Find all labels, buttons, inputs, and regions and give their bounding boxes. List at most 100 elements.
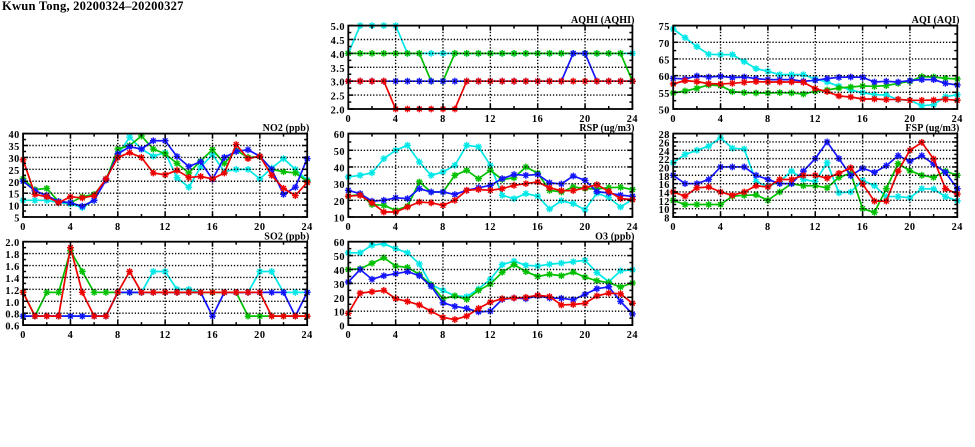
- svg-text:3.5: 3.5: [331, 64, 346, 75]
- svg-text:10: 10: [8, 202, 19, 213]
- svg-text:4: 4: [718, 222, 724, 233]
- svg-text:20: 20: [904, 114, 915, 125]
- svg-text:12: 12: [485, 222, 496, 233]
- svg-text:2.0: 2.0: [5, 238, 20, 249]
- svg-text:10: 10: [659, 205, 670, 216]
- svg-text:4: 4: [68, 330, 74, 341]
- svg-text:16: 16: [207, 330, 218, 341]
- svg-text:30: 30: [334, 280, 345, 291]
- svg-text:24: 24: [952, 222, 963, 233]
- svg-text:55: 55: [659, 89, 670, 100]
- svg-text:20: 20: [579, 114, 590, 125]
- svg-text:8: 8: [115, 330, 121, 341]
- svg-text:16: 16: [857, 114, 868, 125]
- svg-text:12: 12: [810, 114, 821, 125]
- svg-text:50: 50: [334, 252, 345, 263]
- svg-text:4.0: 4.0: [331, 50, 346, 61]
- svg-text:25: 25: [8, 166, 19, 177]
- svg-text:8: 8: [440, 222, 446, 233]
- svg-text:0: 0: [20, 330, 26, 341]
- svg-text:50: 50: [659, 106, 670, 117]
- svg-text:24: 24: [659, 147, 670, 158]
- svg-text:12: 12: [810, 222, 821, 233]
- svg-text:8: 8: [765, 114, 771, 125]
- svg-text:0: 0: [339, 322, 345, 333]
- svg-text:18: 18: [659, 172, 670, 183]
- svg-text:10: 10: [334, 308, 345, 319]
- svg-text:60: 60: [659, 72, 670, 83]
- svg-text:0: 0: [345, 222, 351, 233]
- svg-text:24: 24: [301, 330, 312, 341]
- svg-text:12: 12: [485, 114, 496, 125]
- svg-text:1.2: 1.2: [5, 286, 20, 297]
- svg-text:0: 0: [670, 114, 676, 125]
- svg-text:40: 40: [334, 163, 345, 174]
- svg-text:4: 4: [393, 114, 399, 125]
- svg-text:2.0: 2.0: [331, 106, 346, 117]
- svg-text:60: 60: [334, 238, 345, 249]
- svg-text:22: 22: [659, 155, 670, 166]
- svg-text:8: 8: [664, 214, 670, 225]
- svg-text:24: 24: [301, 222, 312, 233]
- svg-text:4: 4: [718, 114, 724, 125]
- svg-text:3.0: 3.0: [331, 78, 346, 89]
- svg-text:NO2 (ppb): NO2 (ppb): [263, 123, 310, 134]
- svg-text:75: 75: [659, 22, 670, 33]
- svg-text:0.6: 0.6: [5, 322, 20, 333]
- svg-text:12: 12: [159, 222, 170, 233]
- svg-text:24: 24: [627, 222, 638, 233]
- svg-text:2.5: 2.5: [331, 92, 346, 103]
- svg-text:1.4: 1.4: [5, 274, 20, 285]
- svg-text:FSP (ug/m3): FSP (ug/m3): [905, 123, 959, 134]
- svg-text:16: 16: [532, 114, 543, 125]
- svg-text:16: 16: [532, 330, 543, 341]
- svg-text:50: 50: [334, 147, 345, 158]
- svg-text:16: 16: [532, 222, 543, 233]
- svg-text:20: 20: [8, 178, 19, 189]
- svg-text:12: 12: [159, 330, 170, 341]
- svg-text:20: 20: [579, 222, 590, 233]
- svg-text:Kwun Tong, 20200324–20200327: Kwun Tong, 20200324–20200327: [2, 0, 184, 13]
- svg-text:8: 8: [440, 114, 446, 125]
- svg-text:8: 8: [115, 222, 121, 233]
- svg-text:24: 24: [627, 114, 638, 125]
- svg-text:5.0: 5.0: [331, 22, 346, 33]
- svg-text:4.5: 4.5: [331, 36, 346, 47]
- svg-text:24: 24: [627, 330, 638, 341]
- svg-text:4: 4: [68, 222, 74, 233]
- svg-text:0: 0: [670, 222, 676, 233]
- svg-text:AQI (AQI): AQI (AQI): [912, 15, 960, 26]
- svg-text:40: 40: [334, 266, 345, 277]
- svg-text:0: 0: [345, 330, 351, 341]
- svg-text:65: 65: [659, 55, 670, 66]
- svg-text:1.8: 1.8: [5, 250, 20, 261]
- svg-text:20: 20: [334, 197, 345, 208]
- svg-text:5: 5: [14, 214, 20, 225]
- svg-text:0: 0: [345, 114, 351, 125]
- svg-text:20: 20: [659, 163, 670, 174]
- svg-text:10: 10: [334, 214, 345, 225]
- svg-text:O3 (ppb): O3 (ppb): [595, 231, 634, 242]
- svg-text:4: 4: [393, 222, 399, 233]
- svg-text:35: 35: [8, 142, 19, 153]
- svg-text:20: 20: [904, 222, 915, 233]
- svg-text:16: 16: [659, 180, 670, 191]
- svg-text:24: 24: [952, 114, 963, 125]
- svg-text:14: 14: [659, 188, 670, 199]
- svg-text:26: 26: [659, 138, 670, 149]
- svg-text:1.6: 1.6: [5, 262, 20, 273]
- svg-text:8: 8: [765, 222, 771, 233]
- svg-text:28: 28: [659, 130, 670, 141]
- svg-text:16: 16: [207, 222, 218, 233]
- svg-text:30: 30: [8, 154, 19, 165]
- svg-text:30: 30: [334, 180, 345, 191]
- svg-text:70: 70: [659, 39, 670, 50]
- svg-text:15: 15: [8, 190, 19, 201]
- svg-text:AQHI (AQHI): AQHI (AQHI): [571, 15, 635, 26]
- svg-text:8: 8: [440, 330, 446, 341]
- svg-text:20: 20: [334, 294, 345, 305]
- svg-text:4: 4: [393, 330, 399, 341]
- svg-text:12: 12: [659, 197, 670, 208]
- svg-text:16: 16: [857, 222, 868, 233]
- svg-text:12: 12: [485, 330, 496, 341]
